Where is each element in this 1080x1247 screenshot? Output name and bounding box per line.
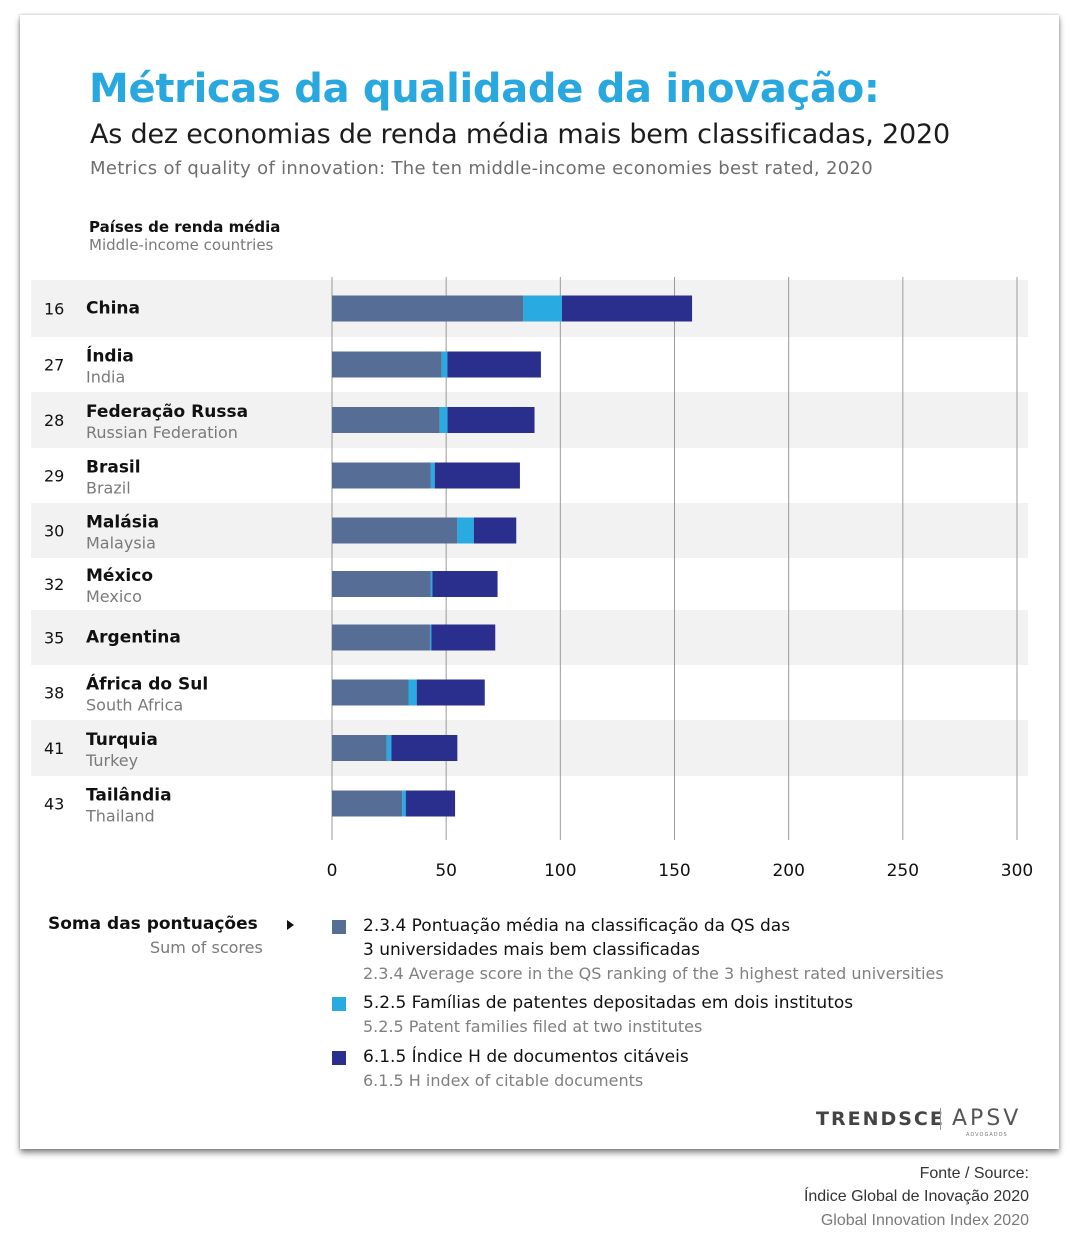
legend-swatch-hindex <box>332 1051 346 1065</box>
country-name-english: Russian Federation <box>86 423 238 442</box>
country-name: Argentina <box>86 628 181 648</box>
chart-subtitle-english: Metrics of quality of innovation: The te… <box>90 158 873 179</box>
row-band <box>31 720 1028 776</box>
group-label: Países de renda média <box>89 218 281 236</box>
rank-label: 35 <box>44 629 64 648</box>
bar-segment-patents <box>439 407 448 433</box>
legend-label-qs: 2.3.4 Pontuação média na classificação d… <box>363 916 791 936</box>
bar-segment-patents <box>441 351 448 378</box>
row-band <box>31 503 1028 558</box>
x-tick-label: 200 <box>772 861 804 881</box>
x-tick-label: 0 <box>327 861 338 881</box>
bar-segment-qs <box>332 624 430 651</box>
legend-label-hindex-english: 6.1.5 H index of citable documents <box>363 1071 644 1090</box>
legend-swatch-qs <box>332 920 346 934</box>
bar-segment-qs <box>332 351 442 378</box>
country-name-english: Brazil <box>86 479 131 498</box>
legend-label-qs-line2: 3 universidades mais bem classificadas <box>363 940 700 960</box>
chart-title: Métricas da qualidade da inovação: <box>89 66 880 112</box>
rank-label: 27 <box>44 356 64 375</box>
rank-label: 38 <box>44 684 64 703</box>
legend-label-patents: 5.2.5 Famílias de patentes depositadas e… <box>363 993 854 1013</box>
rank-label: 32 <box>44 575 64 594</box>
trendsce-logo: TRENDSCE <box>816 1108 945 1130</box>
source-label: Fonte / Source: <box>919 1165 1029 1182</box>
x-tick-label: 50 <box>435 861 457 881</box>
arrow-right-icon <box>287 920 294 930</box>
x-tick-label: 150 <box>658 861 690 881</box>
sum-label: Soma das pontuações <box>48 914 258 934</box>
country-name: Brasil <box>86 458 141 478</box>
bar-segment-hindex <box>447 351 541 378</box>
logo-divider <box>940 1108 941 1130</box>
apsv-logo: APSV <box>952 1106 1022 1131</box>
bar-segment-qs <box>332 517 458 544</box>
country-name: África do Sul <box>86 673 208 695</box>
rank-label: 29 <box>44 467 64 486</box>
bar-segment-hindex <box>416 679 485 706</box>
source-name-english: Global Innovation Index 2020 <box>820 1212 1029 1229</box>
country-name: Turquia <box>86 730 158 750</box>
bar-segment-patents <box>402 790 406 817</box>
rank-label: 28 <box>44 411 64 430</box>
bar-segment-hindex <box>473 517 517 544</box>
country-name-english: Turkey <box>85 751 138 770</box>
group-label-english: Middle-income countries <box>89 236 274 254</box>
source-name: Índice Global de Inovação 2020 <box>803 1188 1029 1205</box>
bar-segment-patents <box>386 735 392 761</box>
rank-label: 43 <box>44 795 64 814</box>
apsv-logo-sub: ADVOGADOS <box>966 1132 1008 1138</box>
country-name-english: Malaysia <box>86 534 156 553</box>
infographic-card <box>20 15 1059 1149</box>
bar-segment-patents <box>457 517 474 544</box>
bar-segment-hindex <box>561 295 693 322</box>
bar-segment-qs <box>332 679 409 706</box>
bar-segment-patents <box>430 462 435 489</box>
country-name: Índia <box>86 345 134 367</box>
country-name-english: South Africa <box>86 696 183 715</box>
bar-segment-patents <box>429 624 432 651</box>
country-name-english: Mexico <box>86 587 142 606</box>
bar-segment-hindex <box>434 462 520 489</box>
bar-segment-patents <box>523 295 562 322</box>
legend-label-qs-english: 2.3.4 Average score in the QS ranking of… <box>363 964 944 983</box>
row-band <box>31 610 1028 665</box>
bar-segment-qs <box>332 735 387 761</box>
x-tick-label: 100 <box>544 861 576 881</box>
bar-segment-patents <box>408 679 417 706</box>
rank-label: 41 <box>44 739 64 758</box>
bar-segment-hindex <box>432 571 498 597</box>
bar-segment-hindex <box>447 407 535 433</box>
bar-segment-hindex <box>431 624 496 651</box>
bar-segment-patents <box>430 571 433 597</box>
bar-segment-qs <box>332 571 431 597</box>
bar-segment-qs <box>332 295 524 322</box>
bar-segment-qs <box>332 407 440 433</box>
bar-segment-qs <box>332 790 403 817</box>
chart-subtitle: As dez economias de renda média mais bem… <box>90 119 950 150</box>
x-tick-label: 250 <box>887 861 919 881</box>
bar-segment-qs <box>332 462 431 489</box>
sum-label-english: Sum of scores <box>150 938 263 957</box>
country-name: México <box>86 566 153 586</box>
x-tick-label: 300 <box>1001 861 1033 881</box>
country-name-english: India <box>86 368 125 387</box>
rank-label: 16 <box>44 300 64 319</box>
legend-label-hindex: 6.1.5 Índice H de documentos citáveis <box>363 1047 689 1067</box>
country-name: Tailândia <box>86 786 172 806</box>
country-name: Malásia <box>86 513 159 533</box>
bar-segment-hindex <box>391 735 458 761</box>
country-name: Federação Russa <box>86 402 248 422</box>
bar-segment-hindex <box>405 790 456 817</box>
country-name: China <box>86 299 140 319</box>
legend-label-patents-english: 5.2.5 Patent families filed at two insti… <box>363 1017 703 1036</box>
country-name-english: Thailand <box>85 807 155 826</box>
legend-swatch-patents <box>332 997 346 1011</box>
rank-label: 30 <box>44 522 64 541</box>
